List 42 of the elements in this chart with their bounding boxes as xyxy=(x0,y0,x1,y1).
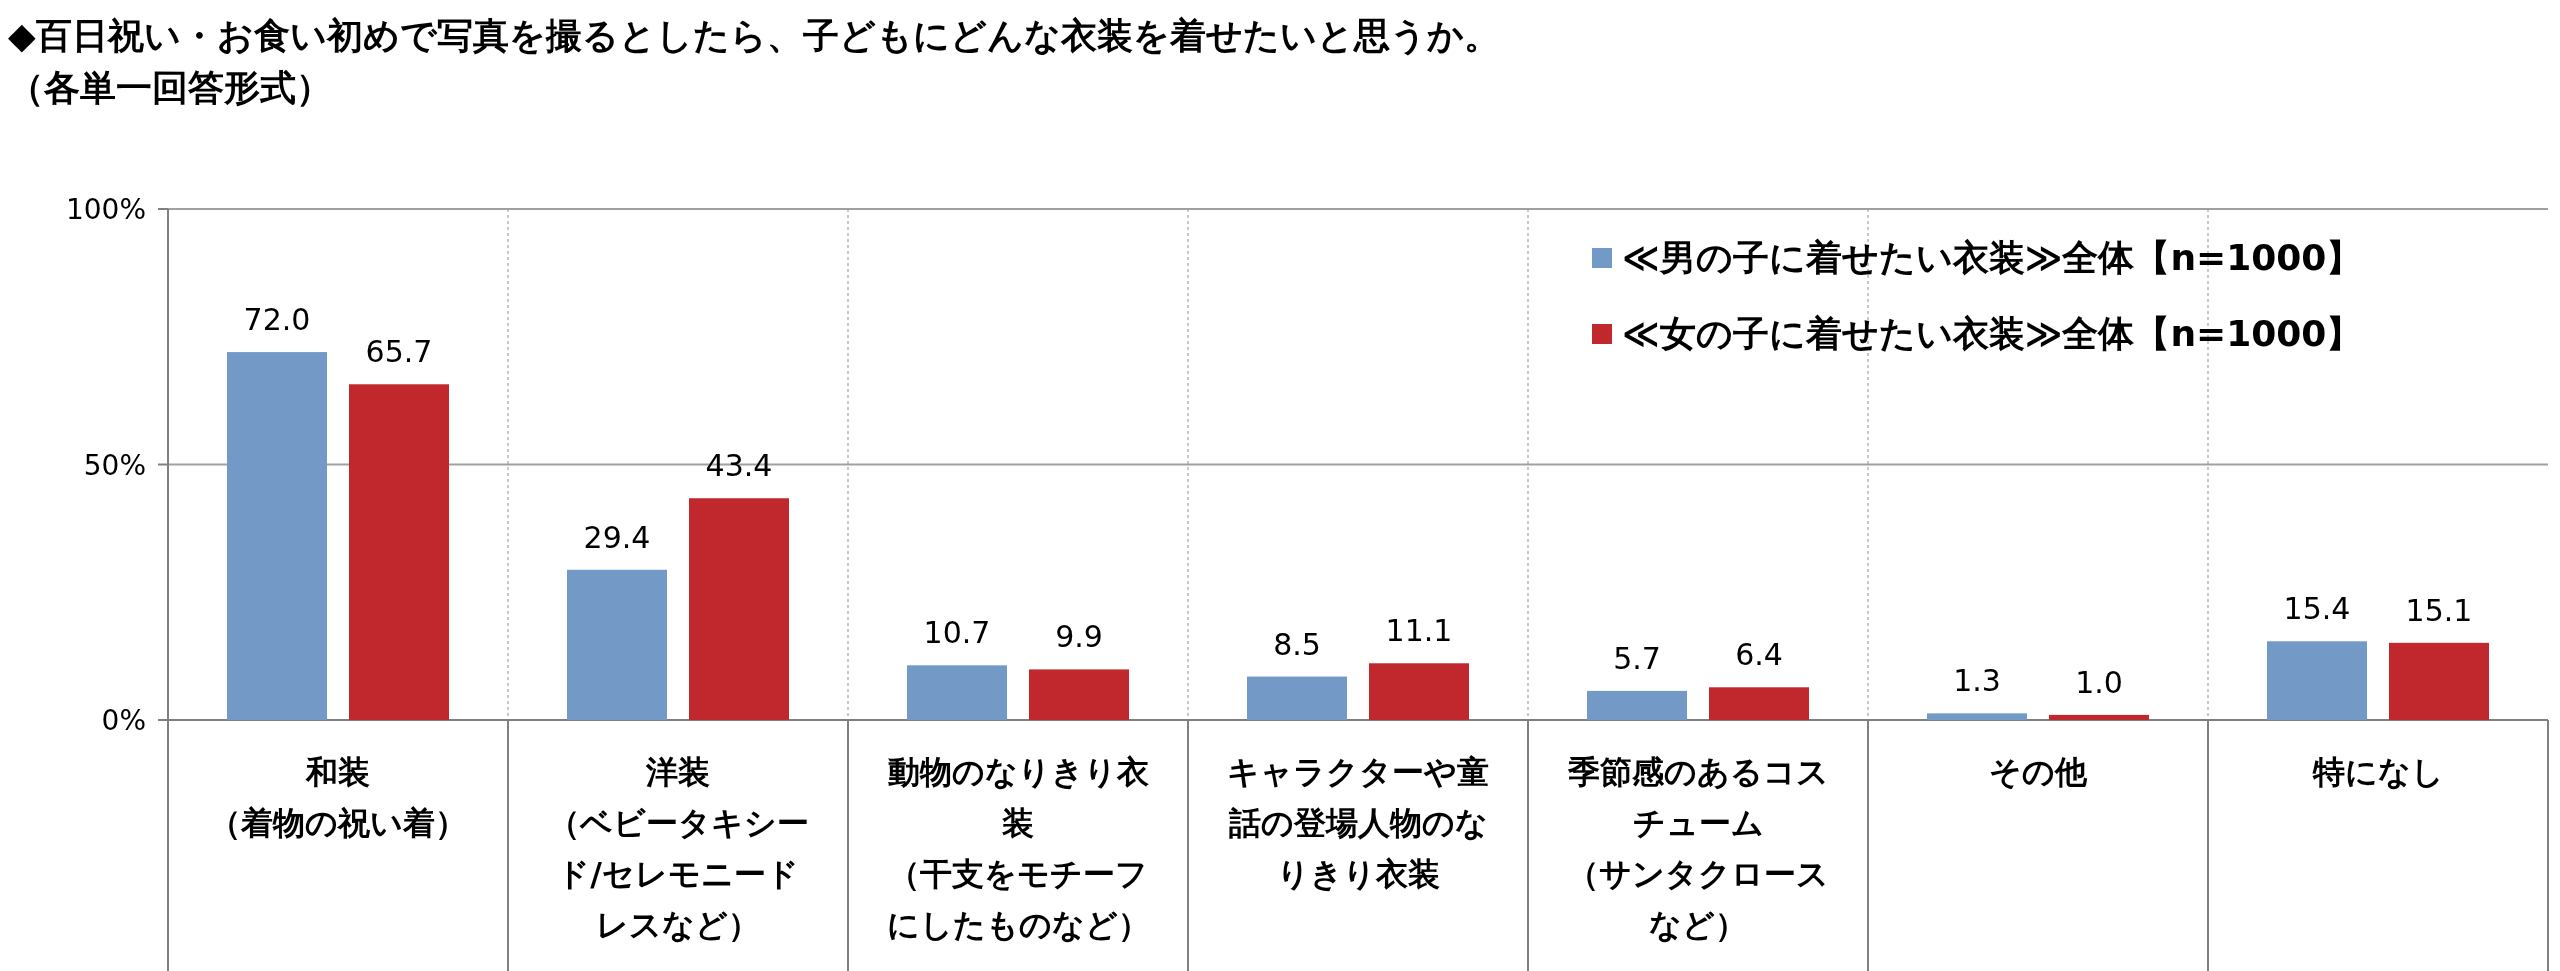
data-label: 8.5 xyxy=(1273,626,1321,662)
bar xyxy=(1247,676,1347,720)
x-tick-label: 季節感のあるコスチューム（サンタクロースなど） xyxy=(1566,753,1829,944)
bar xyxy=(349,384,449,720)
legend-label: ≪男の子に着せたい衣装≫全体【n=1000】 xyxy=(1622,237,2363,278)
bar xyxy=(689,498,789,720)
x-tick-label: その他 xyxy=(1989,753,2088,791)
bar xyxy=(227,352,327,720)
data-label: 65.7 xyxy=(365,334,433,370)
data-label: 15.4 xyxy=(2283,591,2351,627)
data-label: 72.0 xyxy=(243,302,311,338)
bar xyxy=(1709,687,1809,720)
data-label: 10.7 xyxy=(923,615,991,651)
bar xyxy=(907,665,1007,720)
y-tick-label: 0% xyxy=(101,704,146,737)
x-tick-label: 特になし xyxy=(2311,753,2444,791)
x-tick-label: 動物のなりきり衣装（干支をモチーフにしたものなど） xyxy=(886,753,1150,944)
y-tick-label: 100% xyxy=(65,193,146,226)
chart-subtitle: （各単一回答形式） xyxy=(8,67,332,108)
chart-title: ◆百日祝い・お食い初めで写真を撮るとしたら、子どもにどんな衣装を着せたいと思うか。 xyxy=(8,15,1500,56)
bar xyxy=(2049,714,2149,720)
x-tick-label: キャラクターや童話の登場人物のなりきり衣装 xyxy=(1227,753,1489,893)
bar xyxy=(2267,641,2367,720)
data-label: 1.0 xyxy=(2075,664,2123,700)
legend-label: ≪女の子に着せたい衣装≫全体【n=1000】 xyxy=(1622,313,2363,354)
bar xyxy=(1587,690,1687,720)
data-label: 5.7 xyxy=(1613,640,1661,676)
bar xyxy=(1927,713,2027,720)
data-label: 15.1 xyxy=(2405,592,2473,628)
data-label: 11.1 xyxy=(1385,613,1453,649)
data-label: 6.4 xyxy=(1735,637,1783,673)
y-tick-label: 50% xyxy=(83,448,146,482)
data-label: 1.3 xyxy=(1953,663,2001,699)
data-label: 29.4 xyxy=(583,519,651,555)
data-label: 9.9 xyxy=(1055,619,1103,655)
bar xyxy=(1369,663,1469,720)
x-tick-label: 和装（着物の祝い着） xyxy=(209,753,467,842)
bar xyxy=(2389,642,2489,720)
data-label: 43.4 xyxy=(705,448,773,484)
bar xyxy=(1029,669,1129,720)
bar xyxy=(567,569,667,720)
x-tick-label: 洋装（ベビータキシード/セレモニードレスなど） xyxy=(547,753,809,944)
